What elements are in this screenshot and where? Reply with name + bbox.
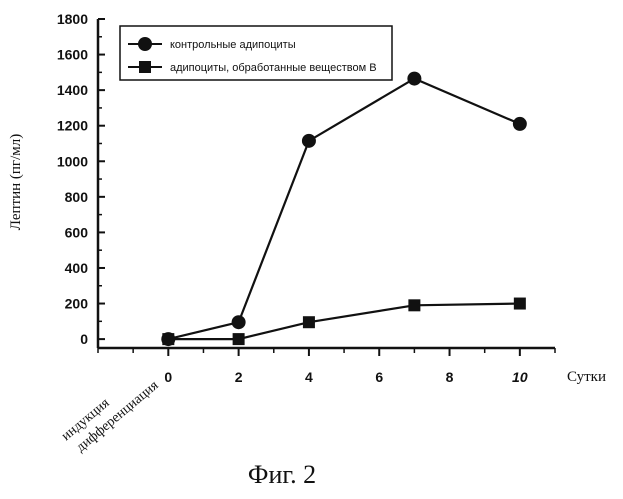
y-tick-label: 800 (65, 189, 89, 205)
legend-box (119, 25, 393, 81)
x-tick-label: 8 (446, 369, 454, 385)
data-point-treated (408, 299, 421, 312)
data-point-treated (302, 316, 315, 329)
induction-annotation: индукция дифференциация (59, 378, 162, 456)
series-line-1 (168, 77, 521, 341)
x-tick-label: 4 (305, 369, 313, 385)
y-tick-label: 1400 (57, 82, 88, 98)
data-point-treated (232, 333, 245, 346)
data-point-treated (513, 297, 526, 310)
y-tick-label: 1000 (57, 153, 88, 169)
x-tick-label: 0 (164, 369, 172, 385)
axes (96, 19, 555, 350)
x-tick-label: 6 (375, 369, 383, 385)
series-markers (161, 71, 527, 347)
y-axis-title: Лептин (пг/мл) (8, 134, 24, 230)
y-tick-label: 400 (65, 260, 89, 276)
figure-caption: Фиг. 2 (248, 460, 316, 489)
data-point-control (512, 116, 527, 131)
data-point-control (231, 315, 246, 330)
y-tick-label: 1200 (57, 118, 88, 134)
y-tick-label: 0 (80, 331, 88, 347)
y-tick-label: 200 (65, 296, 89, 312)
legend-label-treated: адипоциты, обработанные веществом B (170, 62, 377, 74)
series-line-2 (168, 302, 520, 341)
x-tick-label: 2 (235, 369, 243, 385)
data-point-control (301, 133, 316, 148)
y-ticks: 0 200 400 600 800 1000 1200 1400 1600 1800 (57, 11, 105, 347)
legend: контрольные адипоциты адипоциты, обработ… (119, 25, 393, 81)
legend-marker-control (138, 37, 152, 51)
series-lines (168, 77, 521, 341)
x-axis-title: Сутки (567, 369, 606, 385)
y-tick-label: 1600 (57, 47, 88, 63)
data-point-treated (162, 333, 175, 346)
legend-marker-treated (139, 61, 151, 73)
data-point-control (407, 71, 422, 86)
x-tick-label: 10 (512, 369, 528, 385)
x-ticks: 0 2 4 6 8 10 (97, 348, 556, 385)
legend-label-control: контрольные адипоциты (170, 39, 296, 51)
y-tick-label: 600 (65, 224, 89, 240)
y-tick-label: 1800 (57, 11, 88, 27)
